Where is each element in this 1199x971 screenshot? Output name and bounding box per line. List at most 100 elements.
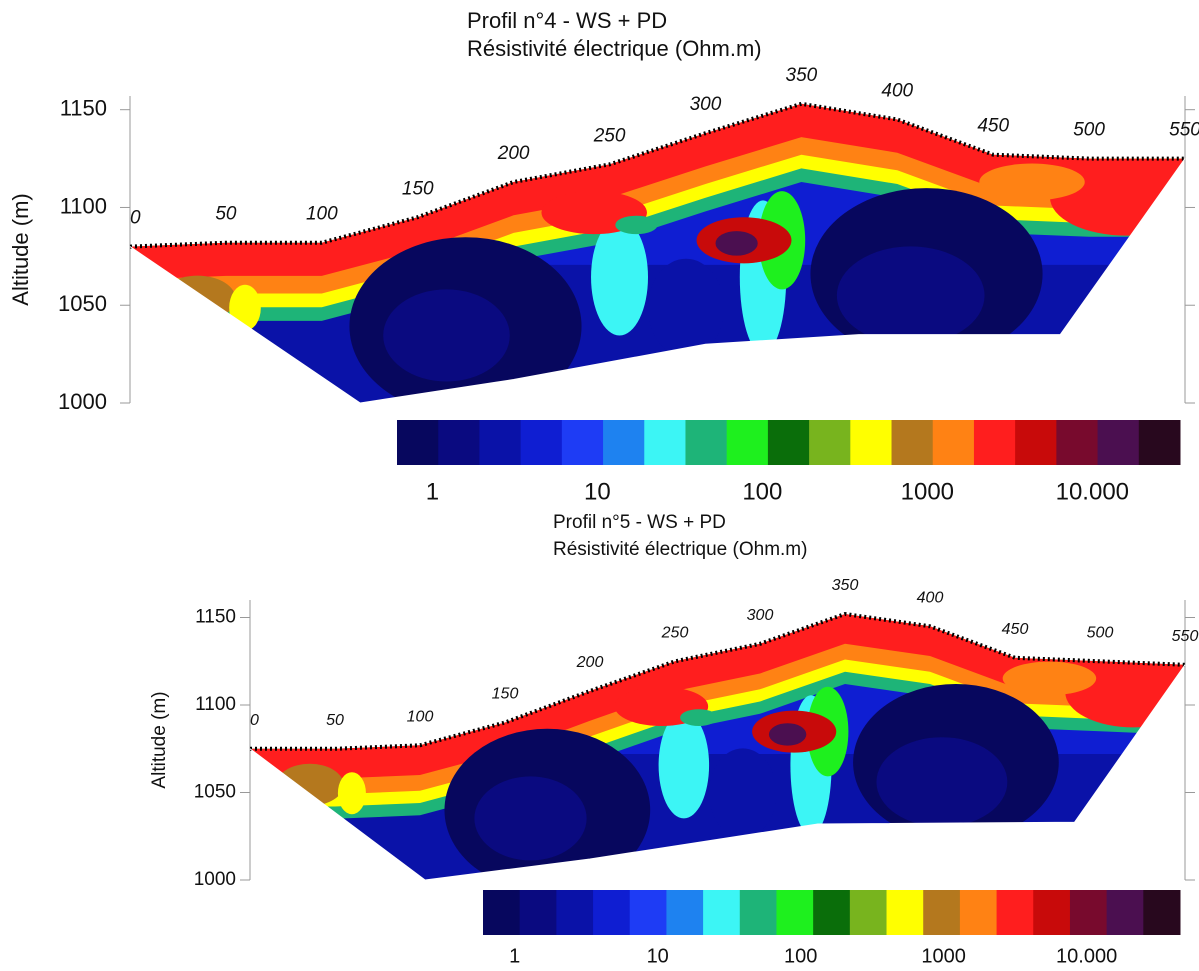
- color-swatch: [767, 420, 810, 465]
- resistivity-zone: [1002, 661, 1097, 696]
- colorbar-tick-label: 1000: [901, 478, 954, 505]
- y-axis-label: Altitude (m): [8, 193, 33, 305]
- color-swatch: [629, 890, 667, 935]
- color-swatch: [739, 890, 777, 935]
- color-swatch: [1097, 420, 1140, 465]
- resistivity-zone: [709, 748, 777, 838]
- y-tick-label: 1050: [58, 291, 107, 316]
- color-swatch: [561, 420, 604, 465]
- distance-label: 0: [130, 208, 141, 229]
- distance-label: 100: [407, 708, 434, 725]
- y-tick-label: 1150: [60, 96, 107, 121]
- chart-subtitle: Résistivité électrique (Ohm.m): [553, 539, 807, 560]
- y-tick-label: 1000: [194, 869, 236, 890]
- colorbar-tick-label: 1: [426, 478, 439, 505]
- color-swatch: [519, 890, 557, 935]
- y-tick-label: 1150: [195, 607, 236, 628]
- color-swatch: [556, 890, 594, 935]
- color-swatch: [438, 420, 480, 465]
- resistivity-zone: [591, 218, 649, 336]
- color-swatch: [996, 890, 1034, 935]
- color-swatch: [593, 890, 631, 935]
- colorbar-tick-label: 10.000: [1056, 945, 1117, 967]
- section: [130, 103, 1185, 404]
- resistivity-zone: [876, 737, 1008, 827]
- resistivity-band: [250, 614, 1185, 779]
- y-tick-label: 1000: [58, 389, 107, 414]
- topography-line: [129, 101, 1185, 249]
- color-swatch: [685, 420, 728, 465]
- colorbar-tick-label: 1: [509, 945, 520, 967]
- distance-label: 100: [306, 204, 338, 225]
- color-swatch: [520, 420, 563, 465]
- color-swatch: [644, 420, 686, 465]
- distance-label: 250: [661, 624, 689, 641]
- color-swatch: [1015, 420, 1057, 465]
- distance-label: 150: [402, 178, 434, 199]
- resistivity-zone: [229, 284, 261, 331]
- y-axis-label: Altitude (m): [149, 691, 170, 788]
- distance-label: 400: [881, 80, 913, 101]
- distance-label: 0: [250, 712, 259, 729]
- color-swatch: [813, 890, 851, 935]
- chart-title: Profil n°5 - WS + PD: [553, 512, 726, 533]
- color-swatch: [776, 890, 814, 935]
- resistivity-zone: [715, 231, 758, 256]
- distance-label: 50: [215, 204, 237, 225]
- section: [250, 614, 1185, 880]
- resistivity-zone: [658, 712, 710, 819]
- distance-label: 450: [1002, 621, 1029, 638]
- colorbar-tick-label: 100: [742, 478, 782, 505]
- color-swatch: [891, 420, 934, 465]
- color-swatch: [932, 420, 975, 465]
- chart-subtitle: Résistivité électrique (Ohm.m): [467, 36, 762, 61]
- color-swatch: [603, 420, 645, 465]
- color-swatch: [849, 890, 888, 935]
- color-swatch: [397, 420, 439, 465]
- color-swatch: [479, 420, 522, 465]
- color-swatch: [1069, 890, 1108, 935]
- color-swatch: [1143, 890, 1181, 935]
- resistivity-zone: [159, 275, 236, 322]
- resistivity-zone: [680, 709, 718, 726]
- color-swatch: [923, 890, 961, 935]
- distance-label: 500: [1073, 120, 1105, 141]
- distance-label: 200: [497, 143, 530, 164]
- color-swatch: [809, 420, 851, 465]
- colorbar-tick-label: 10.000: [1056, 478, 1129, 505]
- distance-label: 50: [326, 712, 344, 729]
- resistivity-zone: [337, 772, 366, 815]
- color-swatch: [1106, 890, 1144, 935]
- y-tick-label: 1050: [194, 782, 236, 803]
- color-swatch: [703, 890, 741, 935]
- resistivity-zone: [768, 723, 807, 746]
- resistivity-zone: [276, 763, 344, 806]
- y-tick-label: 1100: [60, 193, 107, 218]
- distance-label: 400: [917, 589, 944, 606]
- distance-label: 200: [576, 654, 604, 671]
- colorbar-tick-label: 10: [647, 945, 669, 967]
- resistivity-zone: [615, 215, 658, 235]
- chart-title: Profil n°4 - WS + PD: [467, 8, 667, 33]
- distance-label: 450: [977, 116, 1009, 137]
- color-swatch: [973, 420, 1016, 465]
- color-swatch: [666, 890, 704, 935]
- distance-label: 550: [1172, 628, 1199, 645]
- distance-label: 250: [593, 125, 626, 146]
- color-swatch: [1138, 420, 1181, 465]
- color-swatch: [483, 890, 521, 935]
- colorbar-tick-label: 1000: [921, 945, 966, 967]
- distance-label: 550: [1169, 120, 1199, 141]
- resistivity-zone: [474, 776, 587, 861]
- distance-label: 500: [1087, 624, 1114, 641]
- color-swatch: [886, 890, 924, 935]
- colorbar-tick-label: 10: [584, 478, 611, 505]
- topography-line: [250, 611, 1186, 751]
- color-swatch: [726, 420, 769, 465]
- color-swatch: [850, 420, 893, 465]
- resistivity-zone: [648, 258, 724, 357]
- color-swatch: [1056, 420, 1099, 465]
- section-bottom: [249, 664, 1186, 881]
- color-swatch: [959, 890, 998, 935]
- resistivity-zone: [836, 246, 985, 345]
